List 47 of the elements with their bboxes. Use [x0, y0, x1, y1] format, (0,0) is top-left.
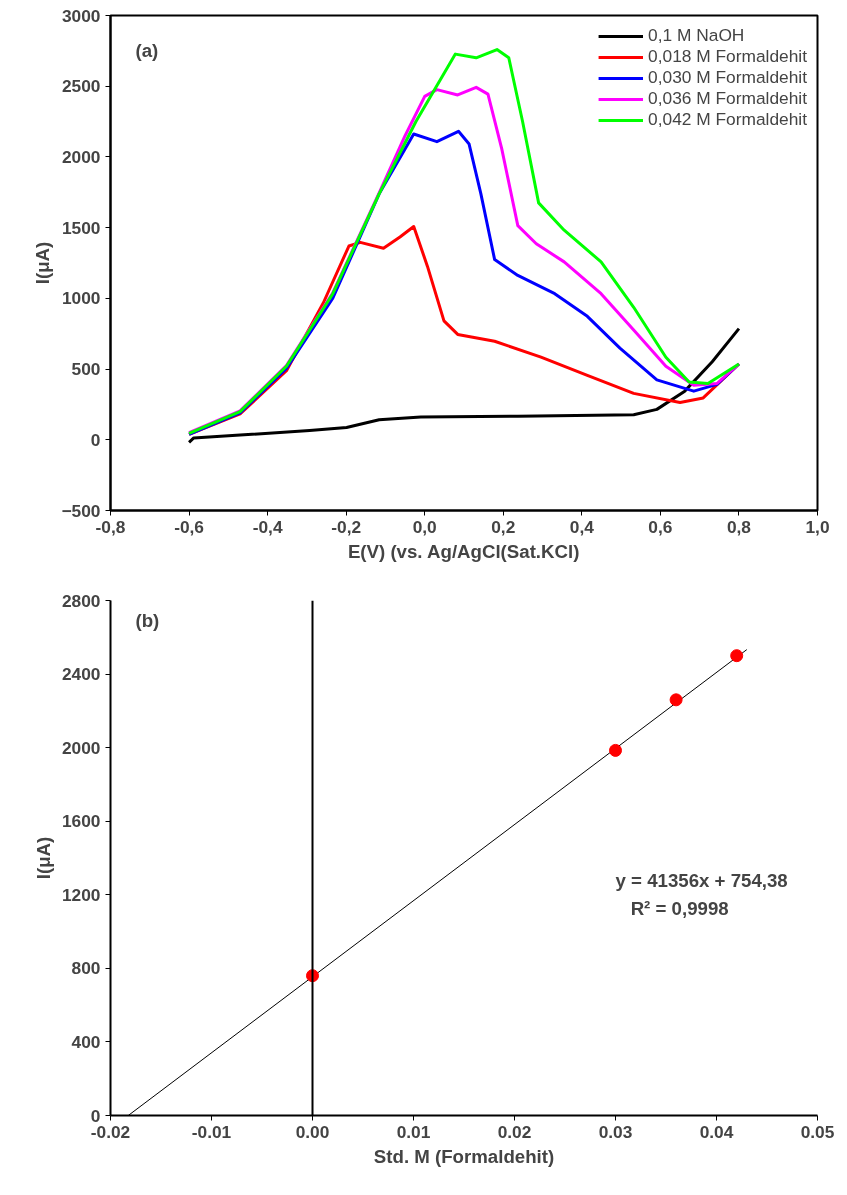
x-axis-title: Std. M (Formaldehit): [373, 1145, 555, 1167]
x-tick-label: 0,4: [569, 516, 595, 537]
legend-label: 0,036 M Formaldehit: [648, 88, 807, 109]
x-tick-label: 1,0: [805, 516, 830, 537]
legend-label: 0,030 M Formaldehit: [648, 67, 807, 88]
y-axis-title: I(μA): [32, 836, 54, 880]
legend-label: 0,018 M Formaldehit: [648, 46, 807, 67]
y-tick-label: 1500: [61, 217, 101, 238]
annotation: (a): [135, 39, 159, 61]
annotation: R² = 0,9998: [630, 897, 729, 919]
x-tick-label: 0,2: [491, 516, 516, 537]
x-tick-label: 0,0: [412, 516, 437, 537]
x-tick-label: -0,2: [331, 516, 362, 537]
x-tick-label: 0,6: [648, 516, 673, 537]
x-tick-label: -0.01: [191, 1121, 232, 1142]
y-tick-label: 2800: [61, 590, 101, 611]
y-tick-label: 3000: [61, 5, 101, 26]
y-tick-label: 2400: [61, 664, 101, 685]
x-tick-label: -0,6: [174, 516, 205, 537]
point: [669, 693, 683, 707]
line-series: [187, 327, 741, 444]
y-tick-label: 2500: [61, 76, 101, 97]
y-tick-label: 1000: [61, 288, 101, 309]
x-tick-label: 0.03: [598, 1121, 633, 1142]
annotation: y = 41356x + 754,38: [615, 870, 788, 892]
y-tick-label: 2000: [61, 146, 101, 167]
y-tick-label: 800: [71, 958, 101, 979]
x-tick-label: 0.05: [800, 1121, 835, 1142]
annotation: (b): [135, 609, 160, 631]
y-tick-label: 0: [90, 429, 101, 450]
y-tick-label: 1200: [61, 884, 101, 905]
x-tick-label: 0.00: [295, 1121, 330, 1142]
x-tick-label: 0.04: [699, 1121, 734, 1142]
point: [730, 649, 744, 663]
y-tick-label: 2000: [61, 737, 101, 758]
x-tick-label: -0,4: [252, 516, 283, 537]
x-tick-label: 0.01: [396, 1121, 431, 1142]
y-tick-label: 500: [71, 359, 101, 380]
x-tick-label: 0.02: [497, 1121, 532, 1142]
y-tick-label: 1600: [61, 811, 101, 832]
point: [609, 743, 622, 757]
y-tick-label: 400: [71, 1031, 101, 1052]
y-axis-title: I(μA): [32, 241, 54, 285]
legend-label: 0,1 M NaOH: [648, 25, 745, 46]
legend-label: 0,042 M Formaldehit: [648, 109, 807, 130]
x-axis-title: E(V) (vs. Ag/AgCl(Sat.KCl): [347, 540, 580, 562]
x-tick-label: 0,8: [726, 516, 752, 537]
